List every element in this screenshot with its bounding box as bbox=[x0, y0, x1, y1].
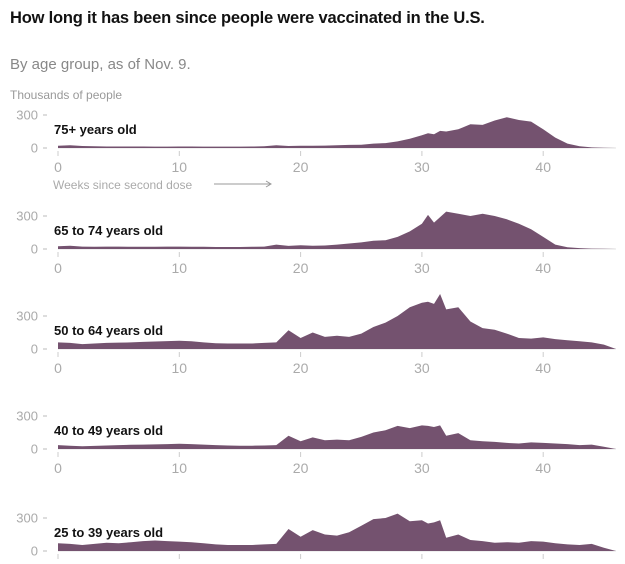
x-tick-label: 0 bbox=[54, 460, 62, 476]
x-tick-label: 30 bbox=[414, 159, 430, 175]
x-tick-label: 20 bbox=[293, 460, 309, 476]
area-series bbox=[58, 211, 616, 249]
age-group-label: 50 to 64 years old bbox=[54, 323, 163, 338]
y-axis-label: Thousands of people bbox=[10, 88, 123, 102]
y-tick-label: 300 bbox=[16, 309, 38, 324]
age-group-label: 75+ years old bbox=[54, 122, 137, 137]
x-tick-label: 20 bbox=[293, 159, 309, 175]
y-tick-label: 0 bbox=[31, 141, 38, 156]
y-tick-label: 0 bbox=[31, 544, 38, 559]
chart-title: How long it has been since people were v… bbox=[10, 9, 485, 27]
area-series bbox=[58, 513, 616, 551]
y-tick-label: 300 bbox=[16, 409, 38, 424]
x-tick-label: 30 bbox=[414, 360, 430, 376]
x-axis-label: Weeks since second dose bbox=[53, 178, 193, 192]
x-tick-label: 0 bbox=[54, 159, 62, 175]
y-tick-label: 300 bbox=[16, 209, 38, 224]
y-tick-label: 300 bbox=[16, 511, 38, 526]
x-tick-label: 20 bbox=[293, 260, 309, 276]
y-tick-label: 300 bbox=[16, 108, 38, 123]
area-series bbox=[58, 117, 616, 148]
age-group-label: 65 to 74 years old bbox=[54, 223, 163, 238]
x-tick-label: 30 bbox=[414, 460, 430, 476]
x-tick-label: 10 bbox=[172, 460, 188, 476]
age-group-label: 25 to 39 years old bbox=[54, 525, 163, 540]
x-tick-label: 40 bbox=[535, 360, 551, 376]
y-tick-label: 0 bbox=[31, 342, 38, 357]
x-tick-label: 10 bbox=[172, 159, 188, 175]
y-tick-label: 0 bbox=[31, 242, 38, 257]
area-series bbox=[58, 294, 616, 349]
x-tick-label: 30 bbox=[414, 260, 430, 276]
x-tick-label: 40 bbox=[535, 460, 551, 476]
x-tick-label: 0 bbox=[54, 360, 62, 376]
arrow-head-icon bbox=[265, 180, 272, 188]
chart-subtitle: By age group, as of Nov. 9. bbox=[10, 56, 191, 73]
x-tick-label: 40 bbox=[535, 159, 551, 175]
x-tick-label: 20 bbox=[293, 360, 309, 376]
area-series bbox=[58, 425, 616, 449]
y-tick-label: 0 bbox=[31, 442, 38, 457]
x-tick-label: 0 bbox=[54, 260, 62, 276]
x-tick-label: 10 bbox=[172, 260, 188, 276]
x-tick-label: 10 bbox=[172, 360, 188, 376]
x-tick-label: 40 bbox=[535, 260, 551, 276]
age-group-label: 40 to 49 years old bbox=[54, 423, 163, 438]
